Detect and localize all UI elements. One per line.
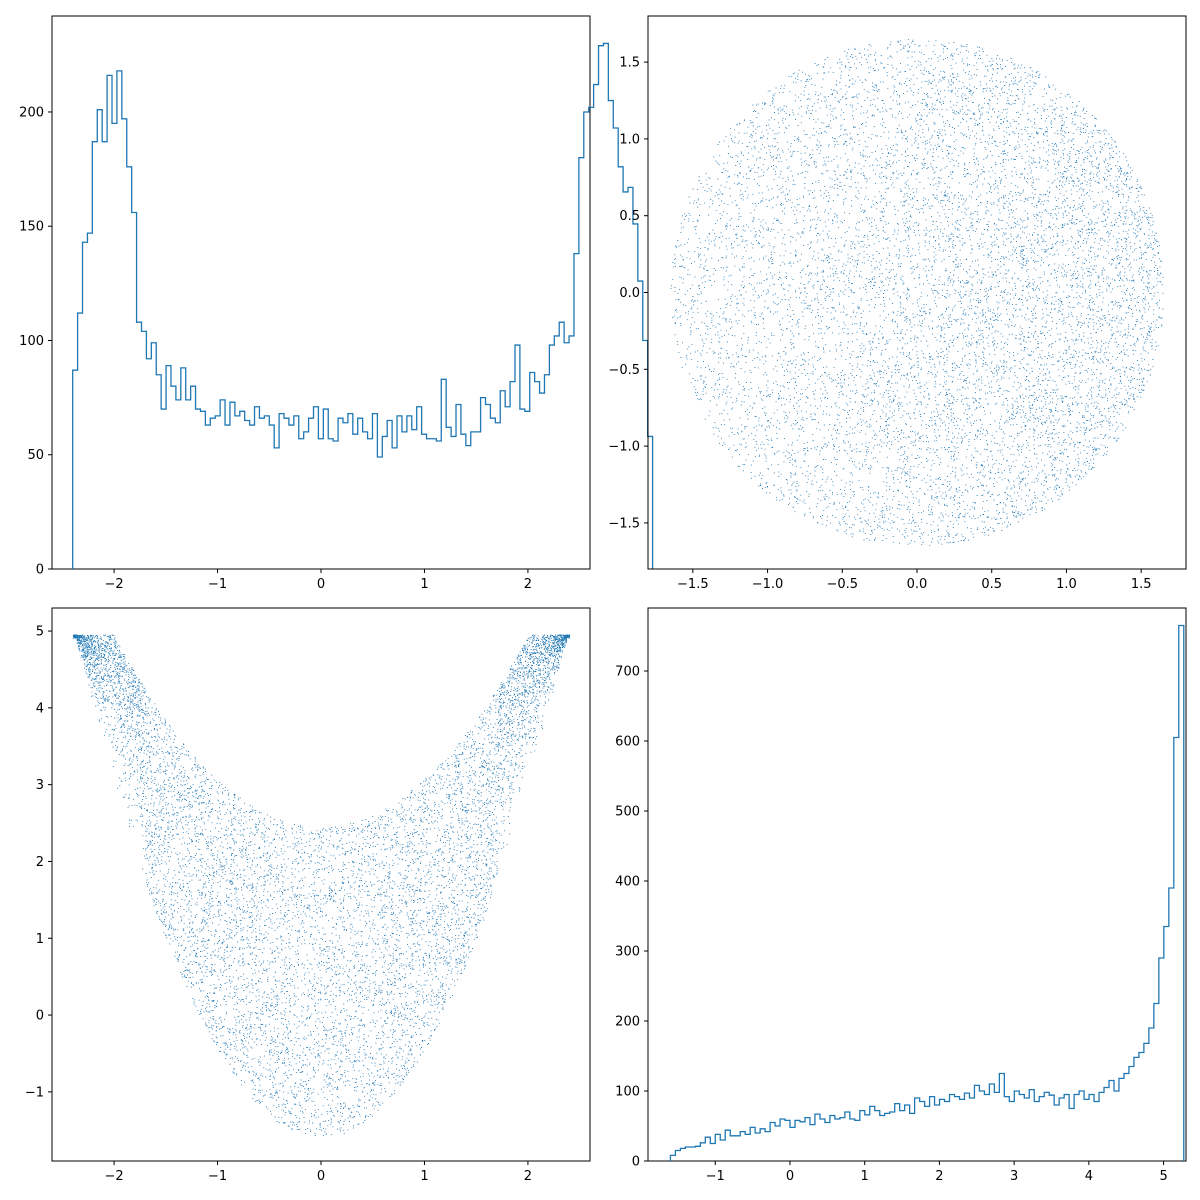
x-tick-label: −1.0 xyxy=(752,577,784,592)
y-tick-label: 0.0 xyxy=(619,286,640,301)
x-tick-label: 1.5 xyxy=(1131,577,1152,592)
y-tick-label: 100 xyxy=(19,334,44,349)
y-tick-label: 1 xyxy=(36,932,44,947)
x-tick-label: 0 xyxy=(786,1169,794,1184)
y-tick-label: −1.0 xyxy=(608,440,640,455)
histogram-step-line xyxy=(669,624,1185,1161)
scatter-points xyxy=(670,38,1164,546)
y-tick-label: 150 xyxy=(19,220,44,235)
plot-area-bottom-left xyxy=(72,634,571,1137)
y-tick-label: 50 xyxy=(27,448,44,463)
x-tick-label: −1 xyxy=(706,1169,725,1184)
y-tick-label: 0 xyxy=(36,563,44,578)
y-tick-label: 200 xyxy=(615,1015,640,1030)
y-tick-label: −1 xyxy=(25,1085,44,1100)
y-tick-label: 1.5 xyxy=(619,56,640,71)
x-tick-label: 3 xyxy=(1010,1169,1018,1184)
y-tick-label: 300 xyxy=(615,945,640,960)
panel-top-left-histogram: −2 −1 0 1 2 0 50 100 150 200 xyxy=(19,15,654,592)
x-tick-label: 1 xyxy=(420,577,428,592)
y-tick-label: 3 xyxy=(36,778,44,793)
x-tick-label: −0.5 xyxy=(826,577,858,592)
x-tick-label: −1.5 xyxy=(677,577,709,592)
y-tick-label: 0.5 xyxy=(619,209,640,224)
y-tick-label: −1.5 xyxy=(608,516,640,531)
y-tick-label: 2 xyxy=(36,855,44,870)
x-tick-label: 0.5 xyxy=(981,577,1002,592)
ticks-top-left: −2 −1 0 1 2 0 50 100 150 200 xyxy=(19,105,532,592)
x-tick-label: 2 xyxy=(524,1169,532,1184)
x-tick-label: −2 xyxy=(104,1169,123,1184)
x-tick-label: 5 xyxy=(1159,1169,1167,1184)
plot-area-bottom-right xyxy=(669,624,1185,1161)
ticks-top-right: −1.5 −1.0 −0.5 0.0 0.5 1.0 1.5 −1.5 −1.0 −0.5 0.0 0… xyxy=(608,56,1151,592)
panel-bottom-right-histogram: −1 0 1 2 3 4 5 0 100 200 300 400 500 600 700 xyxy=(615,607,1187,1185)
plot-area-top-right xyxy=(670,38,1164,546)
ticks-bottom-left: −2 −1 0 1 2 −1 0 1 2 3 4 5 xyxy=(25,625,532,1184)
histogram-step-line xyxy=(72,42,654,569)
y-tick-label: 0 xyxy=(36,1009,44,1024)
axes-frame-bottom-right xyxy=(647,607,1187,1162)
y-tick-label: −0.5 xyxy=(608,363,640,378)
x-tick-label: 1 xyxy=(420,1169,428,1184)
y-tick-label: 0 xyxy=(632,1155,640,1170)
x-tick-label: 1 xyxy=(861,1169,869,1184)
y-tick-label: 4 xyxy=(36,701,44,716)
x-tick-label: 2 xyxy=(935,1169,943,1184)
x-tick-label: 2 xyxy=(524,577,532,592)
x-tick-label: −1 xyxy=(208,1169,227,1184)
x-tick-label: 1.0 xyxy=(1056,577,1077,592)
y-tick-label: 1.0 xyxy=(619,132,640,147)
y-tick-label: 100 xyxy=(615,1085,640,1100)
x-tick-label: 0 xyxy=(317,1169,325,1184)
y-tick-label: 200 xyxy=(19,105,44,120)
y-tick-label: 5 xyxy=(36,625,44,640)
y-tick-label: 400 xyxy=(615,875,640,890)
panel-bottom-left-scatter: −2 −1 0 1 2 −1 0 1 2 3 4 5 xyxy=(25,607,591,1184)
y-tick-label: 700 xyxy=(615,665,640,680)
ticks-bottom-right: −1 0 1 2 3 4 5 0 100 200 300 400 500 600 700 xyxy=(615,665,1168,1185)
y-tick-label: 500 xyxy=(615,805,640,820)
plot-area-top-left xyxy=(72,42,654,569)
x-tick-label: −1 xyxy=(208,577,227,592)
x-tick-label: −2 xyxy=(104,577,123,592)
x-tick-label: 0.0 xyxy=(907,577,928,592)
y-tick-label: 600 xyxy=(615,735,640,750)
x-tick-label: 4 xyxy=(1085,1169,1093,1184)
x-tick-label: 0 xyxy=(317,577,325,592)
scatter-points xyxy=(72,634,571,1137)
panel-top-right-scatter: −1.5 −1.0 −0.5 0.0 0.5 1.0 1.5 −1.5 −1.0 −0.5 0.0 0… xyxy=(608,15,1187,592)
